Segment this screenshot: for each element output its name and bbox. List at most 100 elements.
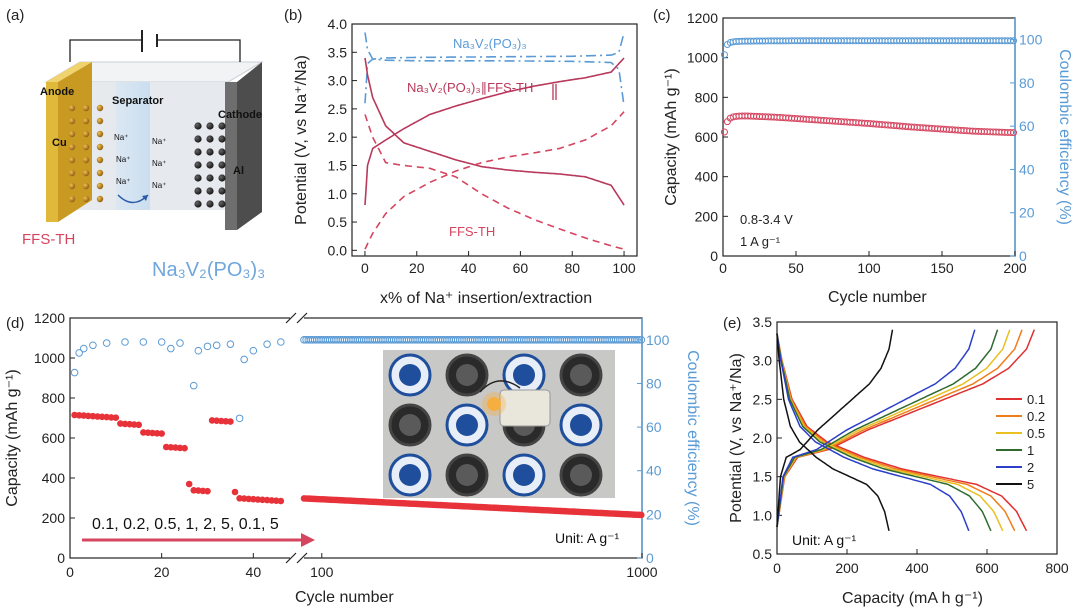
x-tick-label: 1000 xyxy=(626,564,657,580)
cathode-particle xyxy=(194,174,202,182)
separator-membrane xyxy=(116,82,150,210)
separator-label: Separator xyxy=(112,95,164,107)
x-tick-label: 100 xyxy=(857,260,881,276)
y2-tick-label: 20 xyxy=(1019,205,1035,221)
cathode-particle xyxy=(218,200,226,208)
panel-c-y2label: Coulombic efficiency (%) xyxy=(1056,49,1073,225)
y-tick-label: 3.5 xyxy=(328,44,348,60)
capacity-point-rate-2 xyxy=(204,487,211,495)
ion-label: Na⁺ xyxy=(116,177,130,186)
cathode-particle xyxy=(194,187,202,195)
panel-label-c: (c) xyxy=(653,7,671,24)
ce-point xyxy=(167,344,175,353)
ion-label: Na⁺ xyxy=(152,181,166,190)
ce-point xyxy=(121,338,129,346)
panel-e-xlabel: Capacity (mA h g⁻¹) xyxy=(842,590,983,607)
anode-particle xyxy=(68,117,76,125)
capacity-point-rate-5 xyxy=(231,488,239,496)
copper-collector-top xyxy=(46,62,92,82)
ce-point xyxy=(203,342,212,351)
anode-particle xyxy=(96,117,104,125)
y-tick-label: 800 xyxy=(42,390,66,406)
series-line-na3v2(po3)3-discharge xyxy=(364,32,625,107)
anode-particle xyxy=(68,156,76,164)
axis-break-gap xyxy=(290,308,304,568)
panel-b-annotation-nvp: Na₃V₂(PO₃)₃ xyxy=(453,36,527,51)
y-tick-label: 1200 xyxy=(687,10,718,26)
discharge-curve-0.2 xyxy=(776,333,1016,532)
anode-particle xyxy=(96,156,104,164)
photo-badge-center xyxy=(399,364,421,386)
wire-left xyxy=(69,39,142,62)
photo-badge-center xyxy=(513,464,535,486)
y-tick-label: 3.5 xyxy=(753,314,773,330)
y2-tick-label: 0 xyxy=(646,550,654,566)
x-tick-label: 80 xyxy=(564,260,580,276)
x-tick-label: 600 xyxy=(975,560,999,576)
series-line-ffs-th-insertion xyxy=(364,114,625,250)
panel-d-unit-label: Unit: A g⁻¹ xyxy=(555,530,620,546)
panel-e-ylabel: Potential (V, vs Na⁺/Na) xyxy=(728,353,745,523)
aluminum-collector-face xyxy=(225,82,237,230)
legend-label-5: 5 xyxy=(1027,477,1034,492)
anode-particle xyxy=(68,195,76,203)
y-tick-label: 1000 xyxy=(687,50,718,66)
series-line-na3v2(po3)3-charge xyxy=(364,32,625,104)
anode-particle xyxy=(82,104,90,112)
wire-right xyxy=(157,39,241,62)
panel-label-b: (b) xyxy=(284,7,302,24)
copper-collector-side xyxy=(58,62,92,222)
x-tick-label: 20 xyxy=(154,564,170,580)
ce-point xyxy=(89,341,97,350)
panel-c-ylabel: Capacity (mAh g⁻¹) xyxy=(663,68,680,205)
y2-tick-label: 60 xyxy=(1019,118,1035,134)
ce-point xyxy=(212,341,221,350)
ion-label: Na⁺ xyxy=(114,133,128,142)
panel-b-chart: 0 20 40 60 80 1000.00.51.01.52.02.53.03.54.0 … xyxy=(293,16,638,307)
long-cycle-capacity-point xyxy=(637,511,645,519)
anode-particle xyxy=(68,143,76,151)
ion-label: Na⁺ xyxy=(116,155,130,164)
cathode-material-label: Na₃V₂(PO₃)₃ xyxy=(152,259,265,281)
anode-particle xyxy=(96,130,104,138)
anode-particle xyxy=(68,182,76,190)
axis-break-mark xyxy=(285,552,297,564)
capacity-point xyxy=(1007,129,1015,137)
x-tick-label: 0 xyxy=(773,560,781,576)
ce-point xyxy=(194,346,203,355)
y2-tick-label: 100 xyxy=(646,332,670,348)
panel-d-chart: 0 20 40 100 10000200400600800100012000204060… xyxy=(4,308,701,606)
axis-break-mark xyxy=(296,552,308,564)
ce-point xyxy=(70,368,79,377)
led-photo-inset xyxy=(383,350,615,498)
ce-point xyxy=(102,339,111,347)
panel-c-annotation-voltage: 0.8-3.4 V xyxy=(740,212,793,227)
discharge-curve-0.1 xyxy=(776,333,1028,532)
panel-b-ticks: 0 20 40 60 80 100 0.0 0.5 1.0 1.5 2.0 2.5 3.0 3.5 4.0 xyxy=(328,16,636,276)
copper-collector-face xyxy=(46,82,58,222)
legend-label-1: 1 xyxy=(1027,443,1034,458)
panel-c-annotation-current: 1 A g⁻¹ xyxy=(740,234,781,249)
x-tick-label: 0 xyxy=(719,260,727,276)
cathode-particle xyxy=(206,148,214,156)
y-tick-label: 0 xyxy=(710,248,718,264)
anode-particle xyxy=(82,195,90,203)
photo-badge-center xyxy=(399,414,421,436)
photo-badge-center xyxy=(570,364,592,386)
charge-curve-5 xyxy=(776,329,894,527)
anode-particle xyxy=(68,104,76,112)
al-label: Al xyxy=(233,165,244,177)
discharge-curve-5 xyxy=(776,333,890,531)
panel-b-frame xyxy=(351,23,638,257)
x-tick-label: 60 xyxy=(513,260,529,276)
y-tick-label: 1.5 xyxy=(328,157,348,173)
legend-label-0.2: 0.2 xyxy=(1027,409,1045,424)
x-tick-label: 200 xyxy=(1003,260,1027,276)
cathode-particle xyxy=(218,187,226,195)
capacity-point-rate-0.2 xyxy=(135,421,143,429)
y2-tick-label: 20 xyxy=(646,506,662,522)
panel-d-ylabel: Capacity (mAh g⁻¹) xyxy=(4,369,21,506)
capacity-point-rate-0.5 xyxy=(158,430,165,437)
anode-label: Anode xyxy=(40,86,74,98)
